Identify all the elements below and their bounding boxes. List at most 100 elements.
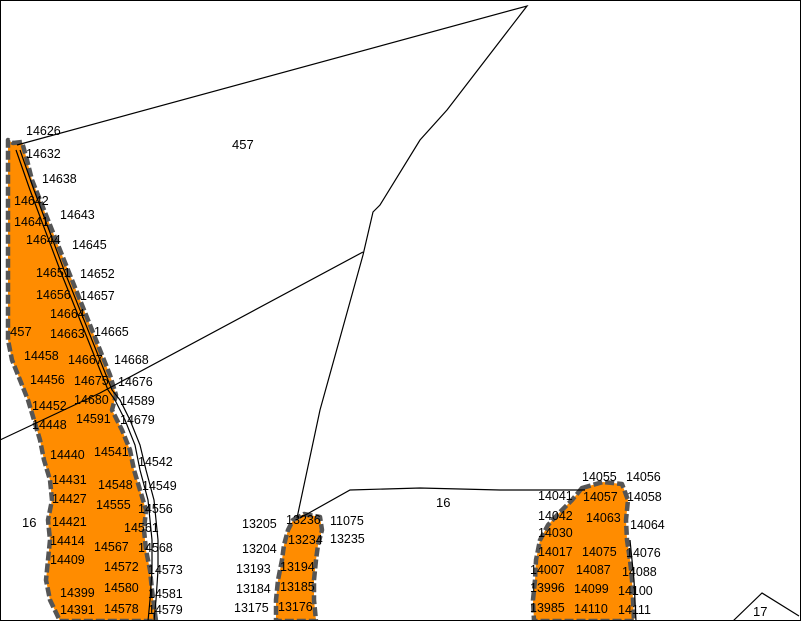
point-label: 14075 (582, 545, 617, 559)
parcel-label-457-top[interactable]: 457 (232, 137, 254, 152)
point-label: 14456 (30, 373, 65, 387)
point-labels-right: 14055 14056 14041 14057 14058 14042 1406… (530, 470, 665, 617)
point-label: 14675 (74, 374, 109, 388)
point-label: 14656 (36, 288, 71, 302)
point-label: 14448 (32, 418, 67, 432)
point-label: 11075 (330, 514, 364, 528)
point-label: 14572 (104, 560, 139, 574)
point-label: 14626 (26, 124, 61, 138)
parcel-16-right-edge (629, 539, 637, 621)
point-label: 14042 (538, 509, 573, 523)
point-label: 13236 (286, 513, 321, 527)
point-label: 14643 (60, 208, 95, 222)
point-label: 14087 (576, 563, 611, 577)
point-label: 14581 (148, 587, 183, 601)
point-label: 14431 (52, 473, 87, 487)
diagonal-road-line (0, 251, 364, 441)
point-label: 14440 (50, 448, 85, 462)
point-label: 14556 (138, 502, 173, 516)
point-label: 14641 (14, 215, 49, 229)
point-label: 14541 (94, 445, 129, 459)
point-label: 14645 (72, 238, 107, 252)
point-label: 13985 (530, 601, 565, 615)
road-edge-right (19, 149, 159, 621)
point-label: 14651 (36, 266, 71, 280)
point-label: 14573 (148, 563, 183, 577)
zone-left[interactable] (5, 137, 159, 621)
point-label: 14055 (582, 470, 617, 484)
parcel-16-top-boundary (299, 487, 585, 519)
parcel-label-17[interactable]: 17 (753, 604, 767, 619)
point-label: 14642 (14, 194, 49, 208)
parcel-label-457-left[interactable]: 457 (10, 324, 32, 339)
point-label: 14638 (42, 172, 77, 186)
point-label: 14591 (76, 412, 111, 426)
point-label: 13175 (234, 601, 269, 615)
parcel-label-16-center[interactable]: 16 (436, 495, 450, 510)
point-label: 14664 (50, 307, 85, 321)
zone-right[interactable] (530, 479, 637, 621)
point-label: 14657 (80, 289, 115, 303)
point-label: 14452 (32, 399, 67, 413)
point-label: 14578 (104, 602, 139, 616)
point-label: 13205 (242, 517, 277, 531)
zone-middle[interactable] (273, 511, 325, 621)
point-label: 14579 (148, 603, 183, 617)
point-label: 13184 (236, 582, 271, 596)
point-label: 14063 (586, 511, 621, 525)
point-label: 14017 (538, 545, 573, 559)
point-label: 13996 (530, 581, 565, 595)
point-label: 13194 (280, 560, 315, 574)
point-label: 14668 (114, 353, 149, 367)
point-label: 14399 (60, 586, 95, 600)
point-label: 14663 (50, 327, 85, 341)
point-label: 14676 (118, 375, 153, 389)
point-label: 14064 (630, 518, 665, 532)
point-label: 13176 (278, 600, 313, 614)
point-label: 14548 (98, 478, 133, 492)
point-label: 13204 (242, 542, 277, 556)
point-label: 13185 (280, 580, 315, 594)
point-label: 14458 (24, 349, 59, 363)
point-label: 14100 (618, 584, 653, 598)
point-label: 14427 (52, 492, 87, 506)
parcel-457-top-boundary (16, 4, 529, 519)
point-label: 14567 (94, 540, 129, 554)
point-label: 14088 (622, 565, 657, 579)
point-label: 14568 (138, 541, 173, 555)
road-edge-left (15, 149, 153, 621)
point-label: 14542 (138, 455, 173, 469)
point-label: 14680 (74, 393, 109, 407)
point-label: 14580 (104, 581, 139, 595)
point-label: 14555 (96, 498, 131, 512)
point-label: 14652 (80, 267, 115, 281)
parcel-label-16-left[interactable]: 16 (22, 515, 36, 530)
point-label: 14058 (627, 490, 662, 504)
point-label: 14030 (538, 526, 573, 540)
point-labels-left: 14626 14632 14638 14642 14641 14643 1464… (14, 124, 183, 617)
point-label: 14056 (626, 470, 661, 484)
point-label: 14665 (94, 325, 129, 339)
point-label: 14414 (50, 534, 85, 548)
point-label: 14549 (142, 479, 177, 493)
point-label: 14409 (50, 553, 85, 567)
zone-layer (5, 137, 637, 621)
point-label: 14589 (120, 394, 155, 408)
point-label: 13235 (330, 532, 365, 546)
point-label: 14667 (68, 353, 103, 367)
point-label: 13193 (236, 562, 271, 576)
point-labels-middle: 13205 13236 11075 13234 13235 13204 1319… (234, 513, 365, 615)
point-label: 14644 (26, 233, 61, 247)
point-label: 14632 (26, 147, 61, 161)
area-labels: 457 457 16 16 17 (10, 137, 767, 619)
parcel-17-triangle (732, 592, 800, 621)
parcel-lines (0, 4, 800, 621)
point-label: 14007 (530, 563, 565, 577)
point-label: 14076 (626, 546, 661, 560)
point-label: 14421 (52, 515, 87, 529)
point-label: 14111 (618, 603, 651, 617)
point-label: 14099 (574, 582, 609, 596)
point-label: 14679 (120, 413, 155, 427)
point-label: 14041 (538, 489, 573, 503)
